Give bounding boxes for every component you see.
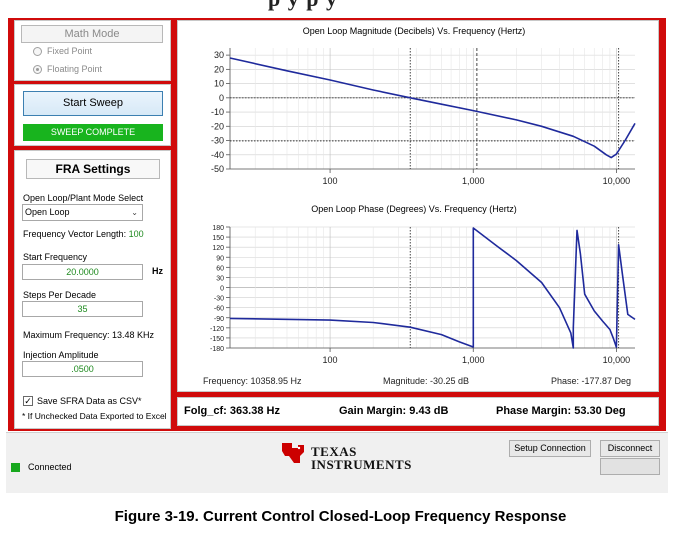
phase-y-tick-label: 60 — [216, 265, 224, 272]
radio-fixed-point[interactable]: Fixed Point — [33, 46, 92, 56]
phase-y-tick-label: 180 — [212, 225, 224, 232]
setup-connection-button[interactable]: Setup Connection — [509, 440, 591, 457]
steps-per-decade-label: Steps Per Decade — [23, 290, 97, 300]
csv-footnote: * If Unchecked Data Exported to Excel — [22, 411, 167, 421]
gain-margin-value: Gain Margin: 9.43 dB — [339, 405, 449, 417]
mag-y-tick-label: -10 — [211, 107, 224, 117]
start-frequency-input[interactable]: 20.0000 — [22, 264, 143, 280]
blank-button[interactable] — [600, 458, 660, 475]
mag-y-tick-label: 0 — [219, 93, 224, 103]
chevron-down-icon: ⌄ — [131, 208, 138, 217]
bode-plots: Open Loop Magnitude (Decibels) Vs. Frequ… — [210, 26, 636, 365]
freq-vector-value: 100 — [128, 229, 144, 239]
phase-y-tick-label: -30 — [214, 296, 224, 303]
status-bar: Connected TEXAS INSTRUMENTS Setup Connec… — [6, 432, 668, 493]
mode-select-dropdown[interactable]: Open Loop ⌄ — [22, 204, 143, 221]
phase-x-tick-label: 10,000 — [603, 355, 631, 365]
brand-instruments: INSTRUMENTS — [311, 457, 412, 472]
mode-select-value: Open Loop — [25, 207, 70, 217]
summary-panel: Folg_cf: 363.38 Hz Gain Margin: 9.43 dB … — [177, 397, 659, 426]
sweep-panel: Start Sweep SWEEP COMPLETE — [14, 84, 171, 146]
mag-y-tick-label: 20 — [214, 64, 224, 74]
phase-readout: Phase: -177.87 Deg — [551, 376, 632, 386]
mag-y-tick-label: 30 — [214, 50, 224, 60]
save-csv-label: Save SFRA Data as CSV* — [37, 396, 142, 406]
phase-x-tick-label: 100 — [323, 355, 338, 365]
connection-status-label: Connected — [28, 462, 72, 472]
mag-y-tick-label: -40 — [211, 150, 224, 160]
window-title-fragment: p y p y — [0, 0, 681, 20]
sweep-status-badge: SWEEP COMPLETE — [23, 124, 163, 141]
freq-vector-label: Frequency Vector Length: — [23, 229, 127, 239]
frequency-readout: Frequency: 10358.95 Hz — [203, 376, 302, 386]
plot-panel: Open Loop Magnitude (Decibels) Vs. Frequ… — [177, 20, 659, 392]
figure-caption: Figure 3-19. Current Control Closed-Loop… — [114, 508, 567, 525]
magnitude-readout: Magnitude: -30.25 dB — [383, 376, 470, 386]
fra-settings-panel: FRA Settings Open Loop/Plant Mode Select… — [14, 150, 171, 429]
start-frequency-unit: Hz — [152, 266, 163, 276]
phase-y-tick-label: 150 — [212, 235, 224, 242]
start-sweep-button[interactable]: Start Sweep — [23, 91, 163, 116]
radio-label: Fixed Point — [47, 46, 93, 56]
brand-texas: TEXAS — [311, 444, 357, 459]
injection-amplitude-label: Injection Amplitude — [23, 350, 99, 360]
mag-y-tick-label: 10 — [214, 79, 224, 89]
phase-y-tick-label: 90 — [216, 255, 224, 262]
phase-margin-value: Phase Margin: 53.30 Deg — [496, 405, 626, 417]
phase-y-tick-label: 120 — [212, 245, 224, 252]
phase-chart: 180 150 120 90 60 30 0 -30 -60 -90 -120 -150 -180 100… — [210, 225, 636, 365]
mag-y-tick-label: -30 — [211, 136, 224, 146]
mag-series-line — [229, 57, 636, 159]
cropped-title-text: p y p y — [268, 0, 338, 12]
phase-series-line — [229, 227, 636, 349]
phase-y-tick-label: 0 — [220, 286, 224, 293]
save-csv-checkbox[interactable]: ✓ — [23, 396, 33, 406]
phase-y-tick-label: -150 — [210, 336, 224, 343]
radio-circle[interactable] — [33, 46, 42, 56]
injection-amplitude-input[interactable]: .0500 — [22, 361, 143, 377]
math-mode-title: Math Mode — [21, 25, 163, 43]
max-frequency-label: Maximum Frequency: 13.48 KHz — [23, 330, 155, 340]
phase-chart-title: Open Loop Phase (Degrees) Vs. Frequency … — [311, 204, 517, 214]
phase-y-tick-label: 30 — [216, 275, 224, 282]
phase-x-tick-label: 1,000 — [462, 355, 485, 365]
mag-x-tick-label: 10,000 — [603, 176, 631, 186]
disconnect-button[interactable]: Disconnect — [600, 440, 660, 457]
radio-circle-selected[interactable] — [33, 64, 42, 74]
start-frequency-label: Start Frequency — [23, 252, 88, 262]
mag-y-tick-label: -20 — [211, 121, 224, 131]
steps-per-decade-input[interactable]: 35 — [22, 301, 143, 317]
fra-settings-title: FRA Settings — [26, 159, 160, 179]
radio-floating-point[interactable]: Floating Point — [33, 64, 102, 74]
mag-y-tick-label: -50 — [211, 164, 224, 174]
ti-logo-icon — [282, 443, 304, 463]
freq-vector-row: Frequency Vector Length: 100 — [23, 229, 144, 239]
folg-crossover-value: Folg_cf: 363.38 Hz — [184, 405, 280, 417]
phase-y-tick-label: -60 — [214, 306, 224, 313]
mag-x-tick-label: 100 — [323, 176, 338, 186]
mode-select-label: Open Loop/Plant Mode Select — [23, 193, 144, 203]
mag-x-tick-label: 1,000 — [462, 176, 485, 186]
magnitude-chart-title: Open Loop Magnitude (Decibels) Vs. Frequ… — [303, 26, 526, 36]
phase-y-tick-label: -120 — [210, 326, 224, 333]
phase-y-tick-label: -180 — [210, 346, 224, 353]
radio-label: Floating Point — [47, 64, 103, 74]
connection-indicator-icon — [11, 463, 20, 472]
math-mode-panel: Math Mode Fixed Point Floating Point — [14, 20, 171, 81]
phase-y-tick-label: -90 — [214, 316, 224, 323]
